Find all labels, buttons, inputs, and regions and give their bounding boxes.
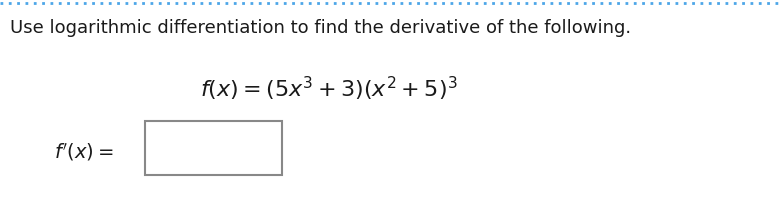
Text: $f(x) = (5x^3 + 3)(x^2 + 5)^3$: $f(x) = (5x^3 + 3)(x^2 + 5)^3$	[199, 75, 457, 103]
Text: $f'(x) =$: $f'(x) =$	[54, 141, 113, 163]
FancyBboxPatch shape	[145, 121, 282, 175]
Text: Use logarithmic differentiation to find the derivative of the following.: Use logarithmic differentiation to find …	[10, 19, 631, 37]
